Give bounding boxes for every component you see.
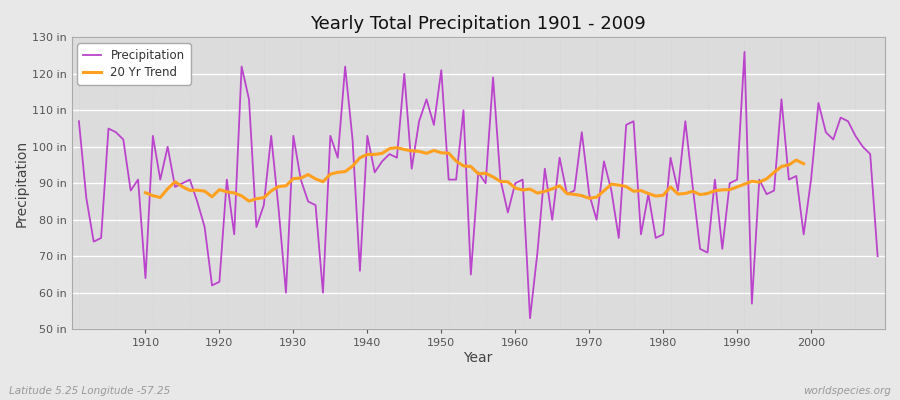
Precipitation: [525, 316, 535, 321]
Precipitation: [872, 254, 883, 259]
Precipitation: [74, 119, 85, 124]
20 Yr Trend: [244, 199, 255, 204]
20 Yr Trend: [702, 191, 713, 196]
Legend: Precipitation, 20 Yr Trend: Precipitation, 20 Yr Trend: [77, 43, 191, 84]
Precipitation: [132, 177, 143, 182]
Title: Yearly Total Precipitation 1901 - 2009: Yearly Total Precipitation 1901 - 2009: [310, 15, 646, 33]
X-axis label: Year: Year: [464, 351, 493, 365]
20 Yr Trend: [347, 164, 358, 168]
Y-axis label: Precipitation: Precipitation: [15, 140, 29, 227]
20 Yr Trend: [614, 183, 625, 188]
Precipitation: [739, 50, 750, 54]
Precipitation: [339, 64, 350, 69]
Line: Precipitation: Precipitation: [79, 52, 878, 318]
20 Yr Trend: [784, 162, 795, 167]
Text: Latitude 5.25 Longitude -57.25: Latitude 5.25 Longitude -57.25: [9, 386, 170, 396]
Line: 20 Yr Trend: 20 Yr Trend: [146, 148, 804, 201]
Precipitation: [502, 210, 513, 215]
20 Yr Trend: [798, 161, 809, 166]
Precipitation: [295, 177, 306, 182]
Text: worldspecies.org: worldspecies.org: [803, 386, 891, 396]
Precipitation: [509, 181, 520, 186]
20 Yr Trend: [717, 188, 728, 192]
Precipitation: [606, 188, 616, 193]
20 Yr Trend: [229, 190, 239, 195]
20 Yr Trend: [140, 190, 151, 195]
20 Yr Trend: [392, 145, 402, 150]
